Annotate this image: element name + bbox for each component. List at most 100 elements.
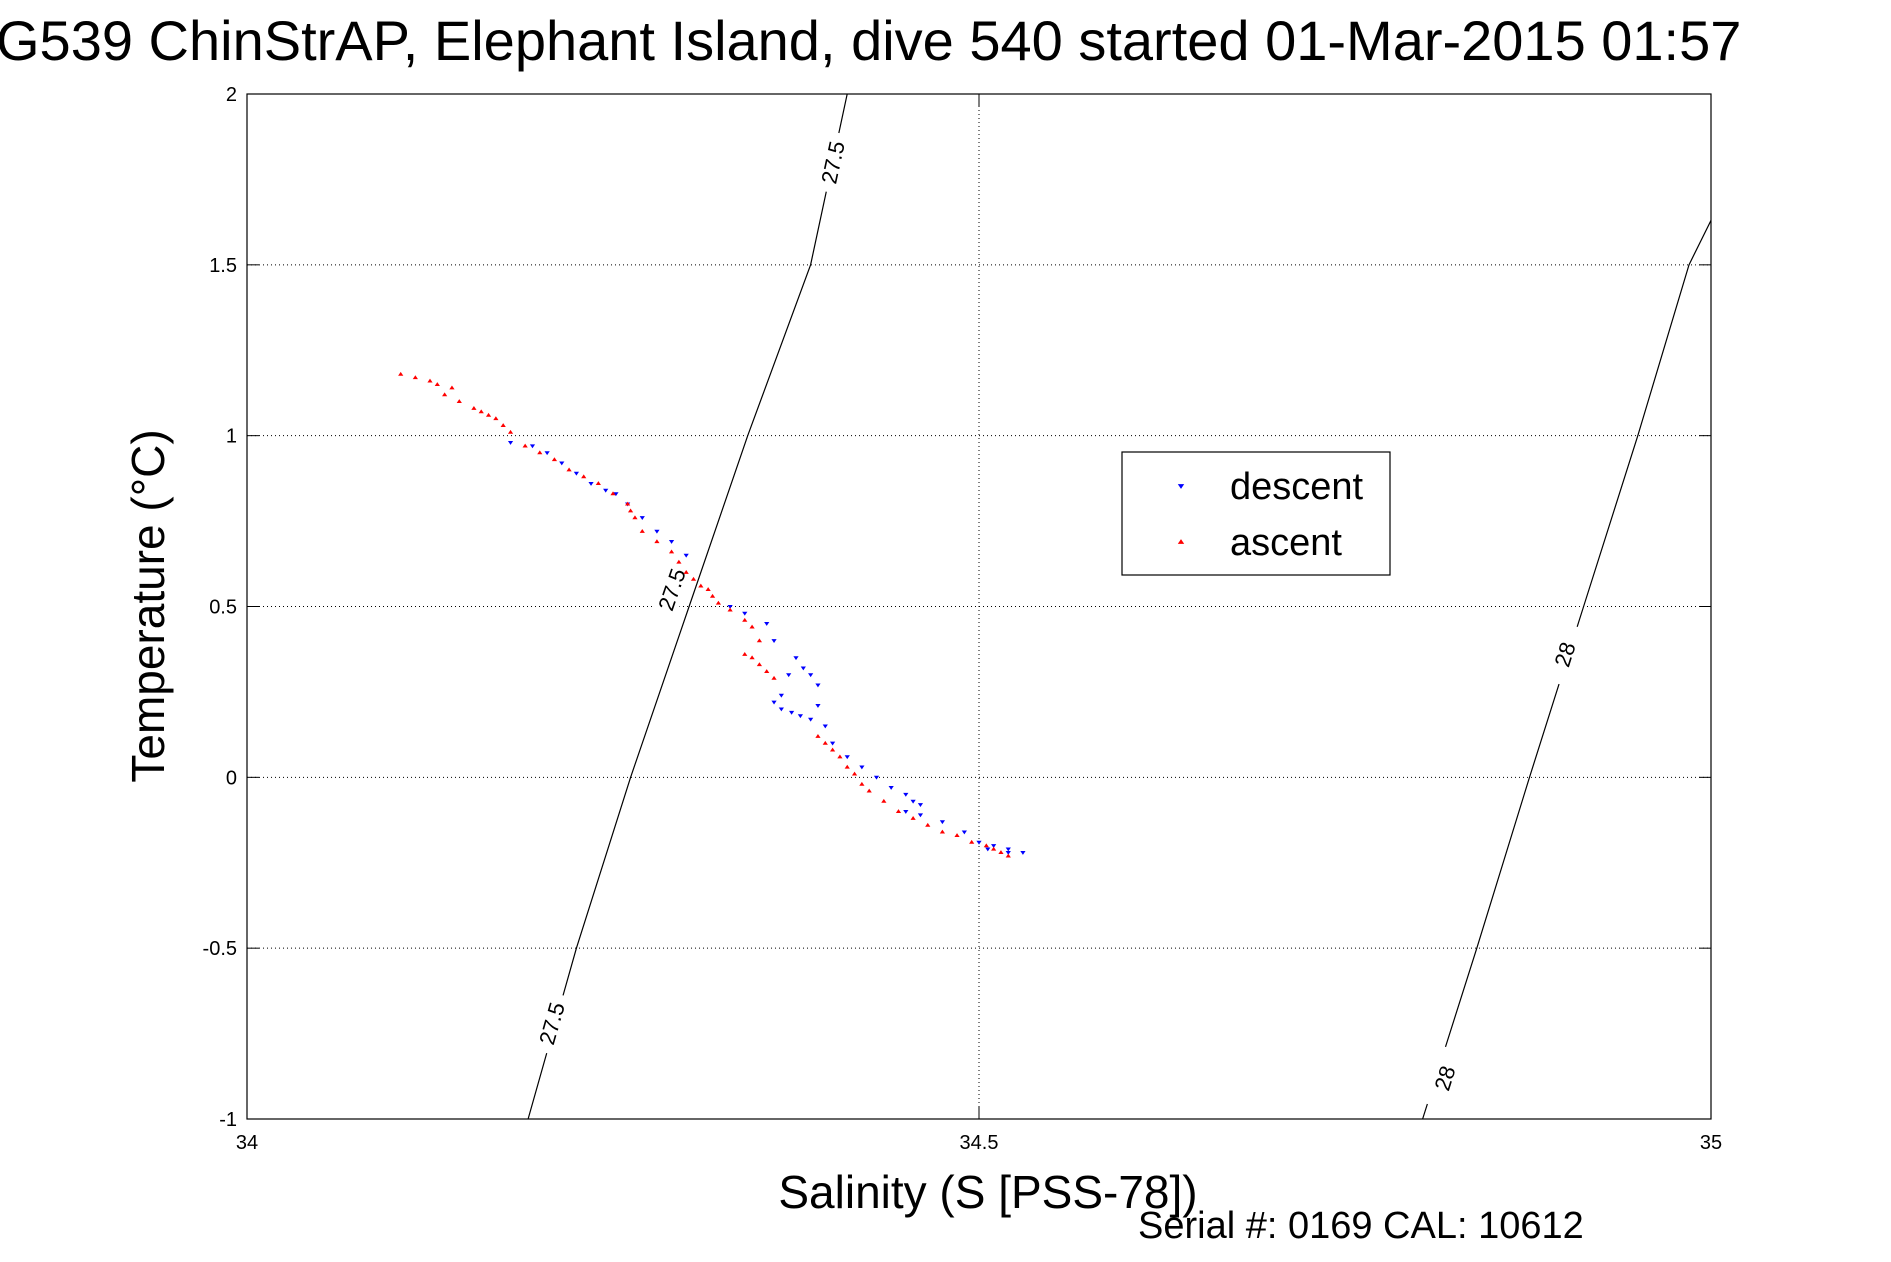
ascent-point <box>500 423 506 427</box>
ascent-point <box>983 843 989 848</box>
y-tick-label: 0 <box>226 767 237 789</box>
descent-point <box>873 775 880 780</box>
descent-point <box>588 481 594 486</box>
descent-point <box>830 741 836 746</box>
y-axis-label: Temperature (°C) <box>122 429 174 782</box>
descent-point <box>939 820 945 825</box>
ascent-point <box>844 764 850 769</box>
contour-label-bg <box>1543 621 1587 687</box>
ascent-point <box>493 416 499 421</box>
ascent-point <box>822 740 828 745</box>
descent-point <box>961 830 967 835</box>
ascent-point <box>756 638 762 643</box>
contour-label: 27.5 <box>816 139 849 186</box>
ascent-point <box>471 405 477 410</box>
ascent-point <box>969 839 975 844</box>
ascent-point <box>837 754 843 759</box>
descent-point <box>668 540 675 544</box>
descent-point <box>742 611 748 616</box>
descent-point <box>771 700 777 705</box>
descent-point <box>507 440 514 445</box>
descent-point <box>808 673 814 678</box>
legend-label-descent: descent <box>1230 466 1364 508</box>
ascent-point <box>749 655 755 660</box>
descent-point <box>683 553 689 558</box>
ascent-point <box>749 624 755 629</box>
descent-point <box>764 622 770 626</box>
ascent-point <box>595 481 601 486</box>
ascent-point <box>434 382 440 386</box>
ascent-point <box>851 771 858 776</box>
isopycnal-28 <box>1422 220 1711 1119</box>
ascent-point <box>742 617 748 622</box>
descent-point <box>771 639 777 644</box>
descent-point <box>815 683 821 688</box>
ascent-point <box>485 412 492 417</box>
descent-point <box>793 656 799 661</box>
footer-serial: Serial #: 0169 CAL: 10612 <box>1138 1205 1584 1247</box>
legend-marker-ascent <box>1177 539 1185 544</box>
descent-point <box>1005 847 1011 852</box>
descent-point <box>778 693 784 698</box>
y-tick-label: 1.5 <box>209 255 237 277</box>
ascent-point <box>881 798 887 803</box>
ascent-point <box>676 559 682 564</box>
ascent-point <box>398 371 404 376</box>
descent-point <box>910 799 916 804</box>
x-tick-label: 35 <box>1700 1132 1722 1154</box>
ascent-point <box>866 788 872 793</box>
y-tick-label: -1 <box>219 1109 237 1131</box>
ascent-point <box>551 457 558 462</box>
ascent-point <box>771 675 777 680</box>
ascent-point <box>709 593 716 598</box>
ascent-point <box>859 781 865 786</box>
ascent-point <box>522 443 528 448</box>
descent-point <box>603 488 609 493</box>
ascent-point <box>427 378 433 383</box>
ascent-point <box>610 491 616 496</box>
descent-point <box>1020 850 1026 855</box>
legend-box <box>1121 451 1391 576</box>
descent-point <box>844 755 850 760</box>
ascent-point <box>830 747 836 752</box>
ascent-point <box>639 528 645 533</box>
y-tick-label: -0.5 <box>203 938 237 960</box>
contour-label-bg <box>649 556 694 623</box>
descent-point <box>639 516 645 521</box>
descent-point <box>544 451 550 456</box>
y-tick-label: 2 <box>226 84 237 106</box>
ascent-point <box>581 474 587 479</box>
ascent-point <box>412 375 418 380</box>
y-tick-label: 0.5 <box>209 597 237 619</box>
ascent-point <box>683 569 689 574</box>
descent-point <box>613 492 619 497</box>
ascent-point <box>698 583 704 588</box>
descent-point <box>903 792 909 797</box>
y-axis-ticks: -1 -0.5 0 0.5 1 1.5 2 <box>203 84 1711 1131</box>
descent-point <box>786 673 792 678</box>
descent-point <box>822 724 828 729</box>
descent-point <box>573 471 579 476</box>
ascent-point <box>478 409 484 414</box>
ascent-point <box>654 539 660 544</box>
x-tick-label: 34.5 <box>960 1132 999 1154</box>
ascent-point <box>668 549 675 554</box>
ascent-point <box>991 846 997 851</box>
ascent-point <box>756 662 762 667</box>
ascent-point <box>1005 853 1011 858</box>
ascent-point <box>727 607 733 612</box>
ascent-point <box>456 399 462 404</box>
ascent-point <box>815 733 821 738</box>
descent-point <box>917 803 924 808</box>
descent-point <box>976 840 982 845</box>
descent-point <box>985 847 991 852</box>
isopycnal-27.5 <box>527 94 848 1119</box>
series-ascent <box>398 371 1011 858</box>
y-tick-label: 1 <box>226 426 237 448</box>
contour-label: 27.5 <box>534 999 570 1047</box>
ascent-point <box>954 833 960 837</box>
descent-point <box>888 786 894 790</box>
ascent-point <box>566 467 572 472</box>
